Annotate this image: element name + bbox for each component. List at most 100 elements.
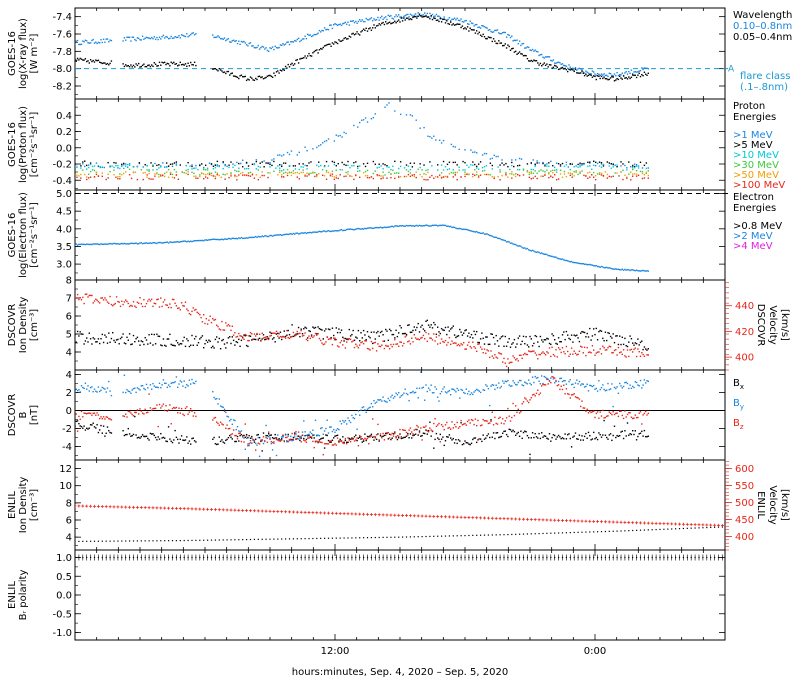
series-point [427, 169, 428, 170]
series-point [503, 32, 504, 33]
series-point [325, 443, 326, 444]
series-point [564, 260, 565, 261]
series-point [234, 441, 235, 442]
series-point [624, 269, 625, 270]
series-point [113, 243, 114, 244]
series-point [544, 164, 545, 165]
series-point [478, 175, 479, 176]
series-point [94, 165, 95, 166]
series-point [358, 347, 359, 348]
series-point [363, 441, 364, 442]
series-point [223, 39, 224, 40]
series-point [199, 176, 200, 177]
series-point [550, 377, 551, 378]
series-point [442, 341, 443, 342]
series-point [316, 164, 317, 165]
series-point [451, 421, 452, 422]
series-point [393, 226, 394, 227]
series-point [626, 345, 627, 346]
series-point [306, 439, 307, 440]
series-point [199, 338, 200, 339]
series-point [552, 172, 553, 173]
series-point [525, 398, 526, 399]
series-point [106, 416, 107, 417]
series-point [584, 386, 585, 387]
series-point [631, 69, 632, 70]
series-point [355, 439, 356, 440]
series-point [347, 171, 348, 172]
series-point [234, 332, 235, 333]
series-point [498, 382, 499, 383]
series-point [177, 387, 178, 388]
series-point [411, 337, 412, 338]
series-point [182, 340, 183, 341]
series-point [325, 45, 326, 46]
series-point [355, 344, 356, 345]
series-point [470, 444, 471, 445]
series-point [538, 170, 539, 171]
series-point [119, 168, 120, 169]
series-point [611, 440, 612, 441]
series-point [372, 228, 373, 229]
series-point [563, 68, 564, 69]
series-point [379, 167, 380, 168]
series-point [130, 305, 131, 306]
series-point [468, 333, 469, 334]
series-point [424, 12, 425, 13]
series-point [356, 345, 357, 346]
series-point [536, 436, 537, 437]
series-point [523, 169, 524, 170]
series-point [345, 230, 346, 231]
series-point [468, 391, 469, 392]
series-point [321, 442, 322, 443]
series-point [415, 16, 416, 17]
series-point [269, 47, 270, 48]
series-point [433, 225, 434, 226]
series-point [449, 337, 450, 338]
series-point [575, 432, 576, 433]
series-point [525, 55, 526, 56]
series-point [91, 244, 92, 245]
series-point [189, 241, 190, 242]
y-tick-label: -0.4 [52, 176, 72, 187]
series-point [170, 174, 171, 175]
series-point [100, 425, 101, 426]
series-point [161, 36, 162, 37]
series-point [622, 337, 623, 338]
series-point [282, 436, 283, 437]
series-point [141, 66, 142, 67]
series-point [556, 162, 557, 163]
series-proton-0 [74, 102, 649, 169]
series-point [282, 234, 283, 235]
series-point [567, 260, 568, 261]
series-point [215, 339, 216, 340]
series-point [180, 439, 181, 440]
series-point [212, 68, 213, 69]
series-point [233, 40, 234, 41]
series-point [476, 174, 477, 175]
series-point [523, 174, 524, 175]
series-point [323, 47, 324, 48]
series-point [392, 18, 393, 19]
series-point [444, 445, 445, 446]
series-point [385, 16, 386, 17]
series-point [501, 422, 502, 423]
series-point [609, 434, 610, 435]
series-point [197, 345, 198, 346]
series-point [602, 338, 603, 339]
series-point [342, 40, 343, 41]
series-point [615, 79, 616, 80]
series-point [337, 43, 338, 44]
series-point [631, 349, 632, 350]
series-point [403, 333, 404, 334]
series-point [351, 334, 352, 335]
series-point [441, 225, 442, 226]
series-point [248, 175, 249, 176]
series-point [498, 437, 499, 438]
series-point [314, 434, 315, 435]
series-point [129, 163, 130, 164]
series-point [441, 142, 442, 143]
series-point [609, 333, 610, 334]
series-point [353, 125, 354, 126]
series-point [341, 441, 342, 442]
